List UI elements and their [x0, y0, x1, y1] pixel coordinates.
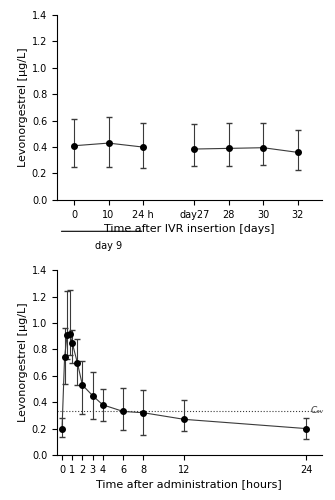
- Text: Cₐᵥ: Cₐᵥ: [311, 406, 324, 416]
- Text: day 9: day 9: [95, 240, 122, 250]
- X-axis label: Time after IVR insertion [days]: Time after IVR insertion [days]: [104, 224, 274, 234]
- X-axis label: Time after administration [hours]: Time after administration [hours]: [96, 479, 282, 489]
- Y-axis label: Levonorgestrel [µg/L]: Levonorgestrel [µg/L]: [18, 48, 28, 167]
- Y-axis label: Levonorgestrel [µg/L]: Levonorgestrel [µg/L]: [18, 303, 28, 422]
